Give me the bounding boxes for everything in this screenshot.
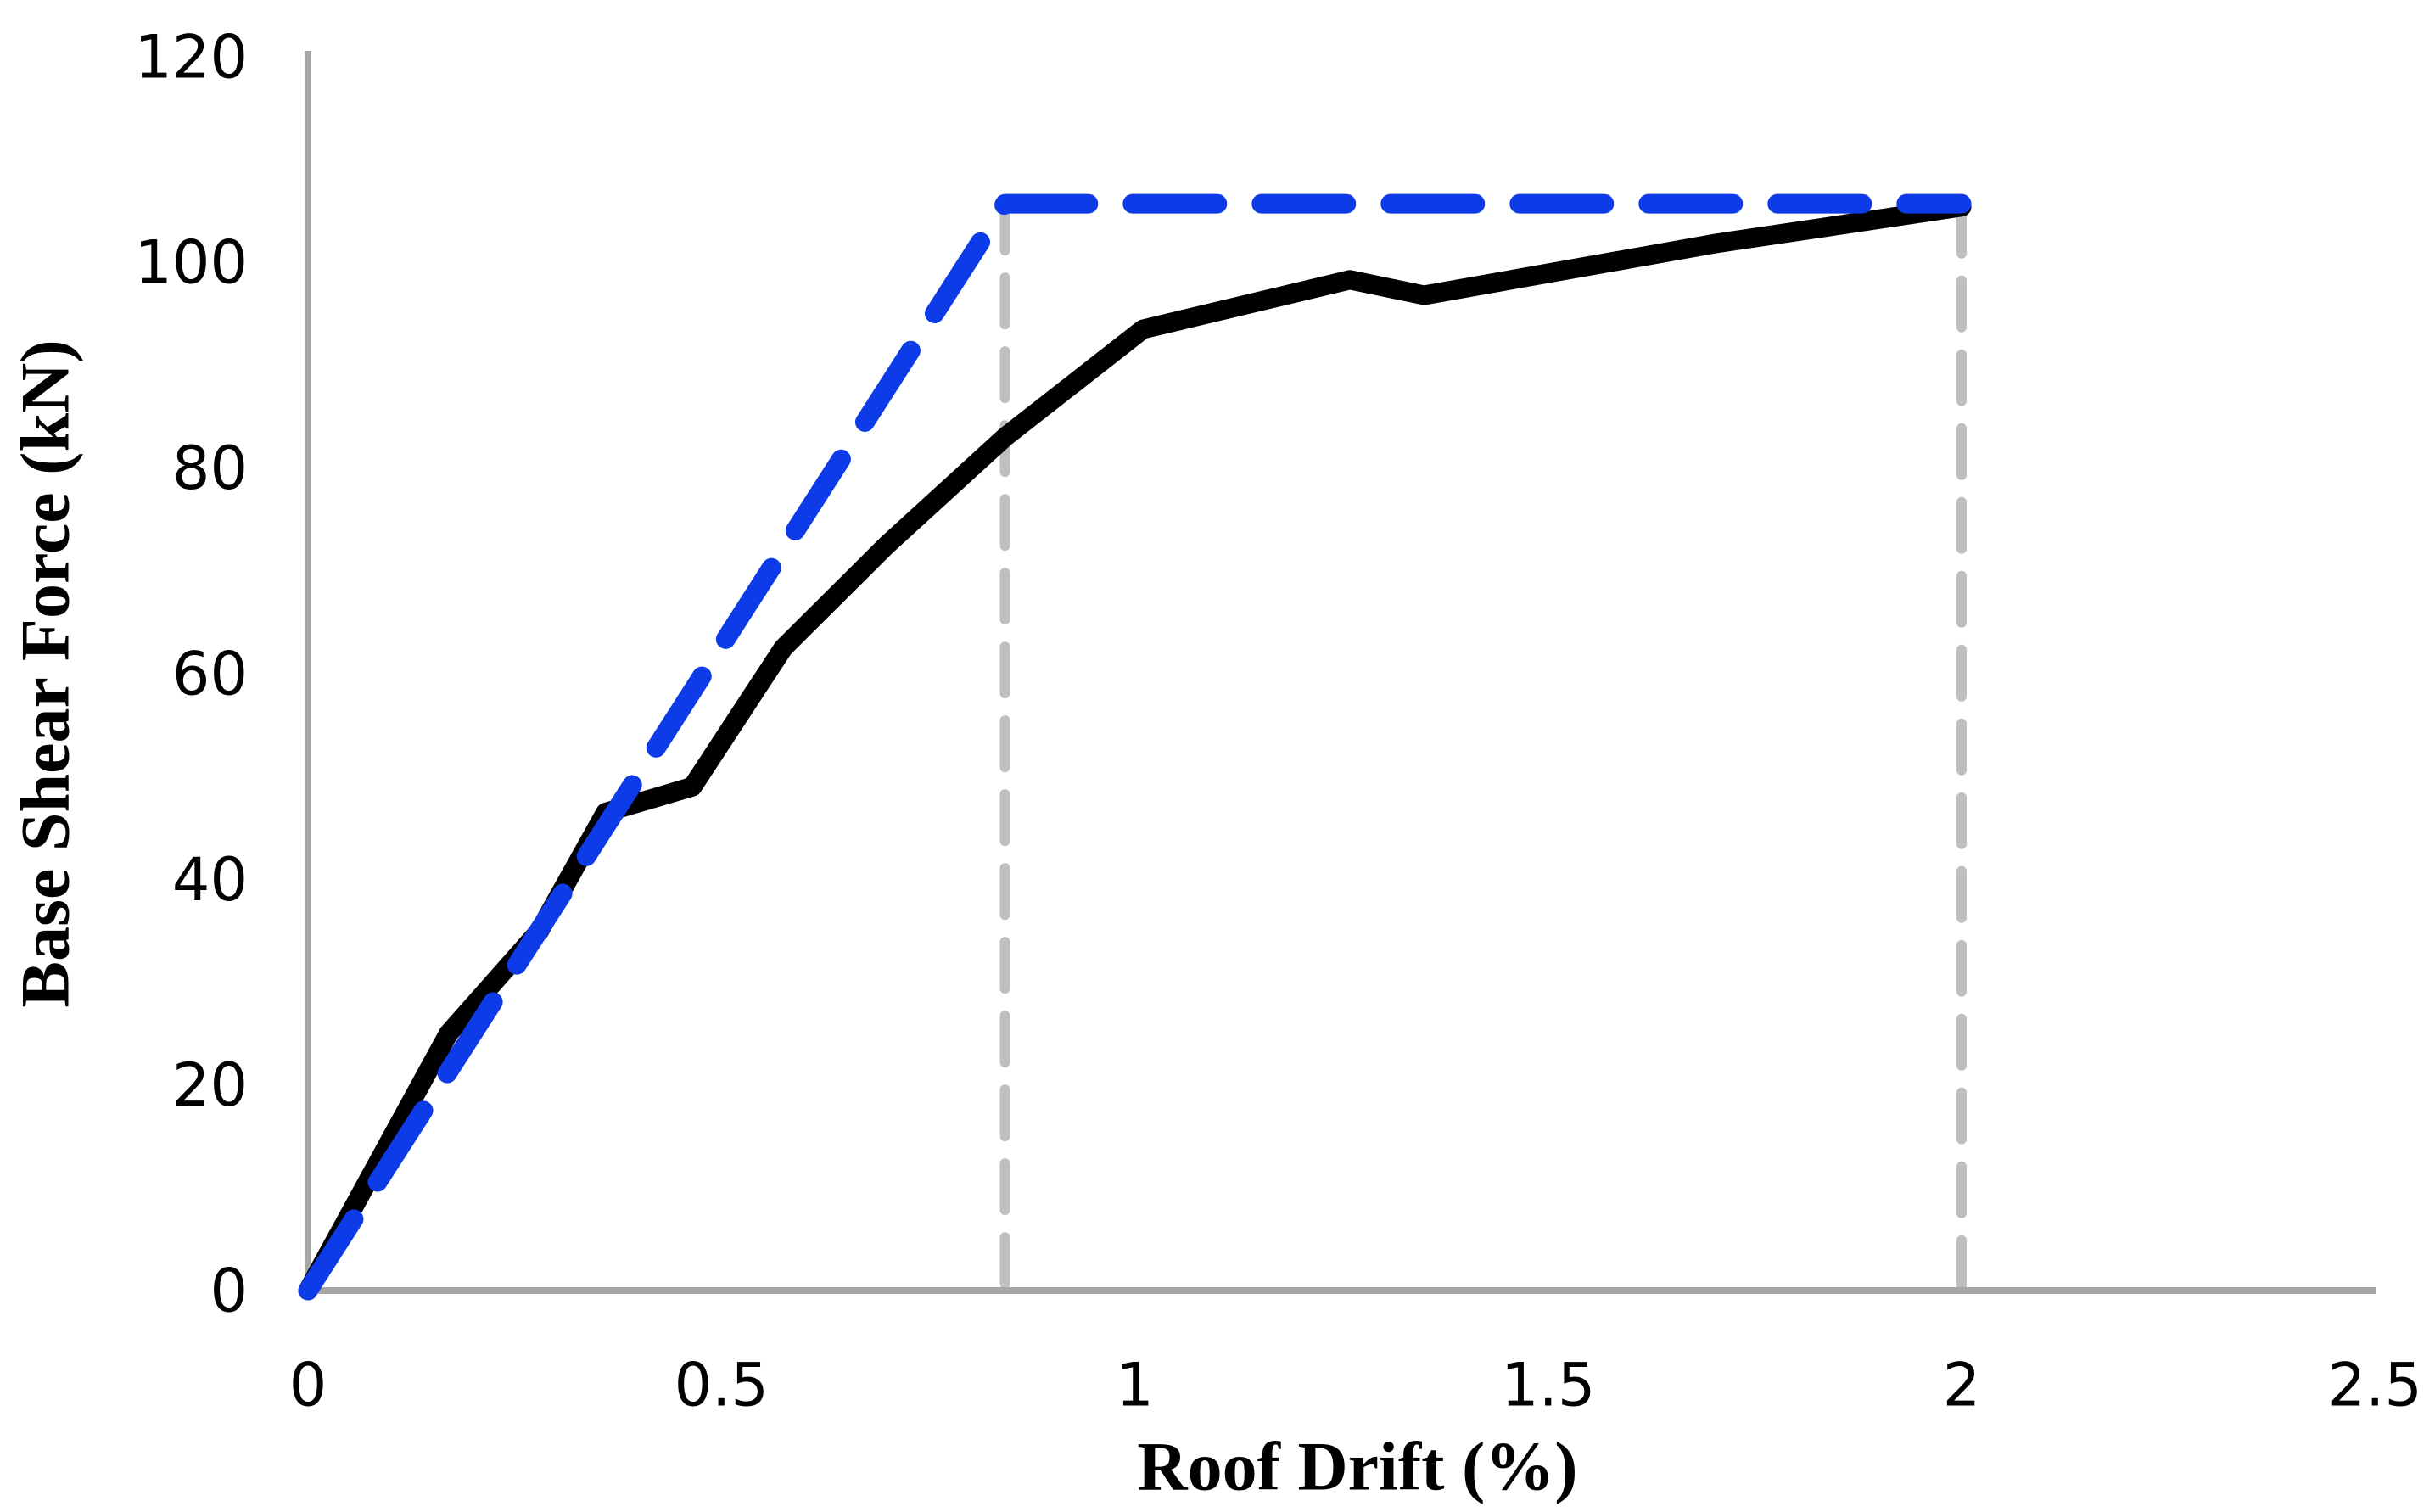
x-tick-label-2: 2 <box>1943 1351 1981 1420</box>
y-tick-label-100: 100 <box>134 228 248 298</box>
y-tick-label-20: 20 <box>172 1050 248 1120</box>
y-tick-label-40: 40 <box>172 845 248 915</box>
x-tick-label-2.5: 2.5 <box>2328 1351 2422 1420</box>
y-tick-label-80: 80 <box>172 434 248 503</box>
x-tick-label-1: 1 <box>1116 1351 1154 1420</box>
y-axis-title: Base Shear Force (kN) <box>7 339 84 1007</box>
pushover-curve-line <box>298 197 1972 1301</box>
x-axis-title: Roof Drift (%) <box>1137 1428 1577 1505</box>
y-tick-label-0: 0 <box>210 1257 248 1326</box>
bilinear-idealization-line <box>298 193 1972 1301</box>
x-tick-label-0: 0 <box>289 1351 327 1420</box>
x-tick-label-0.5: 0.5 <box>675 1351 769 1420</box>
y-tick-label-120: 120 <box>134 22 248 92</box>
y-tick-label-60: 60 <box>172 639 248 708</box>
x-tick-label-1.5: 1.5 <box>1501 1351 1595 1420</box>
